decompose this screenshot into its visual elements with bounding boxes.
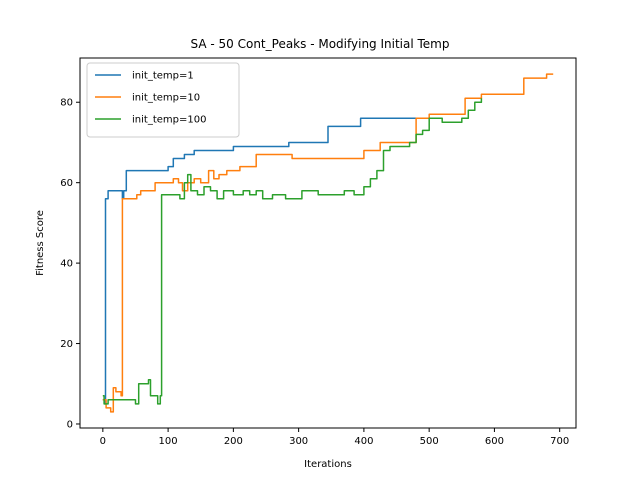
y-axis: 0 20 40 60 80: [60, 98, 80, 430]
x-tick-label: 100: [159, 436, 178, 447]
y-tick-label: 40: [60, 259, 73, 270]
series-layer: [102, 73, 554, 413]
y-tick-label: 20: [60, 339, 73, 350]
x-tick-label: 0: [100, 436, 106, 447]
legend-label: init_temp=10: [132, 93, 200, 104]
legend-label: init_temp=1: [132, 71, 194, 82]
y-tick-label: 60: [60, 178, 73, 189]
y-tick-label: 80: [60, 98, 73, 109]
plot-frame: [79, 57, 577, 429]
x-tick-label: 500: [420, 436, 439, 447]
series-line-3: [102, 98, 483, 405]
legend-box: [86, 62, 240, 138]
x-axis: 0 100 200 300 400 500 600 700: [100, 428, 569, 447]
x-tick-label: 600: [485, 436, 504, 447]
x-tick-label: 300: [289, 436, 308, 447]
chart-title: SA - 50 Cont_Peaks - Modifying Initial T…: [191, 37, 450, 51]
x-tick-label: 400: [354, 436, 373, 447]
y-axis-label: Fitness Score: [35, 210, 46, 276]
legend-label: init_temp=100: [132, 115, 206, 126]
x-axis-label: Iterations: [304, 459, 352, 470]
series-line-2: [102, 73, 554, 413]
x-tick-label: 200: [224, 436, 243, 447]
series-line-1: [102, 117, 436, 405]
legend: init_temp=1 init_temp=10 init_temp=100: [86, 62, 240, 138]
y-tick-label: 0: [67, 419, 73, 430]
x-tick-label: 700: [550, 436, 569, 447]
